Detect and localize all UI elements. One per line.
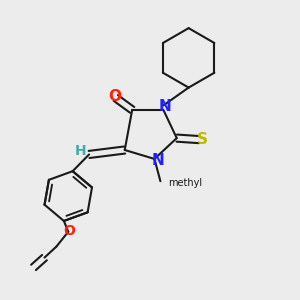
Text: H: H — [75, 144, 87, 158]
Text: O: O — [63, 224, 75, 238]
Text: methyl: methyl — [168, 178, 202, 188]
Text: O: O — [108, 89, 121, 104]
Text: S: S — [196, 132, 208, 147]
Text: N: N — [152, 153, 164, 168]
Text: N: N — [158, 99, 171, 114]
